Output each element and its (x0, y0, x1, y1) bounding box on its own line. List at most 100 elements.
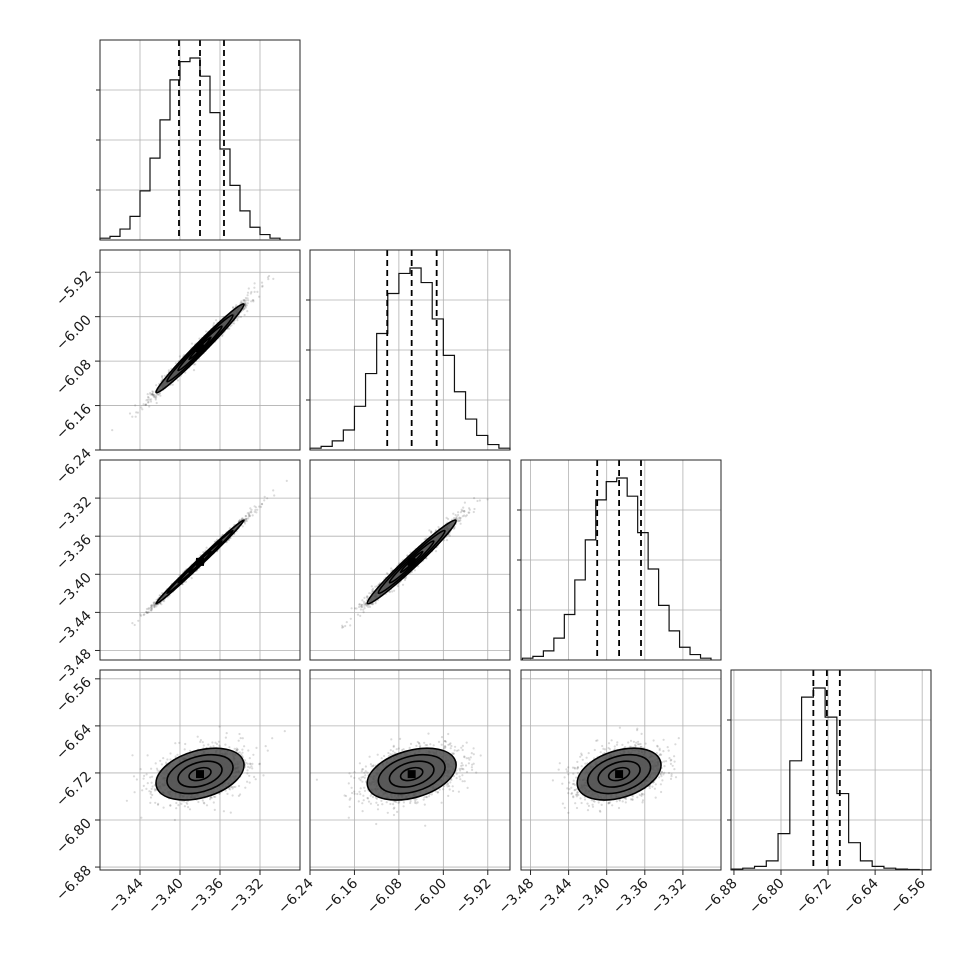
scatter-point (237, 739, 240, 742)
y-tick-label: −5.92 (53, 268, 95, 310)
scatter-point (254, 508, 257, 512)
scatter-point (258, 505, 261, 508)
scatter-point (148, 398, 151, 401)
scatter-point (256, 290, 259, 293)
scatter-point (413, 569, 416, 572)
scatter-point (463, 510, 466, 513)
scatter-point (268, 274, 271, 278)
scatter-point (171, 383, 174, 386)
scatter-point (374, 602, 377, 605)
scatter-point (345, 621, 348, 624)
scatter-point (151, 391, 154, 394)
scatter-point (363, 607, 366, 610)
scatter-point (146, 754, 149, 757)
scatter-point (372, 587, 375, 590)
scatter-point (155, 396, 158, 399)
scatter-point (155, 384, 158, 387)
scatter-point (147, 396, 150, 399)
scatter-point (244, 305, 247, 308)
scatter-point (358, 603, 361, 606)
scatter-point (133, 623, 136, 627)
scatter-point (154, 398, 157, 401)
scatter-point (244, 514, 248, 518)
scatter-point (146, 393, 149, 396)
scatter-point (135, 411, 138, 414)
scatter-point (243, 307, 246, 310)
scatter-point (272, 277, 275, 280)
scatter-point (349, 617, 352, 620)
scatter-point (215, 319, 218, 322)
scatter-point (158, 392, 161, 395)
scatter-point (152, 603, 155, 606)
scatter-point (476, 499, 479, 503)
scatter-point (240, 301, 243, 304)
scatter-point (246, 294, 249, 297)
scatter-point (359, 614, 362, 618)
scatter-point (341, 626, 344, 629)
scatter-point (190, 342, 194, 345)
scatter-point (178, 355, 181, 358)
scatter-point (266, 276, 270, 279)
scatter-point (161, 376, 164, 379)
scatter-point (258, 295, 261, 298)
scatter-point (161, 375, 164, 378)
scatter-point (212, 324, 215, 327)
scatter-point (453, 517, 456, 520)
scatter-point (229, 325, 232, 328)
scatter-point (240, 300, 243, 303)
panel-1-0: −6.24−6.16−6.08−6.00−5.92 (53, 249, 301, 487)
scatter-point (368, 592, 371, 595)
scatter-point (205, 546, 208, 549)
scatter-point (266, 497, 269, 500)
scatter-point (111, 429, 114, 432)
scatter-point (143, 613, 146, 616)
scatter-point (151, 394, 154, 397)
scatter-point (235, 304, 238, 307)
scatter-point (458, 519, 461, 523)
scatter-point (151, 393, 154, 396)
scatter-point (248, 757, 251, 760)
scatter-point (370, 585, 373, 588)
scatter-point (358, 605, 361, 609)
scatter-point (137, 619, 140, 622)
scatter-point (247, 299, 250, 302)
scatter-point (142, 403, 145, 406)
scatter-point (467, 511, 470, 514)
panel-2-1 (309, 459, 511, 661)
scatter-point (147, 611, 150, 614)
scatter-point (163, 374, 166, 377)
scatter-point (236, 319, 239, 322)
histogram-step (99, 57, 281, 240)
y-tick-label: −6.00 (53, 312, 95, 354)
scatter-point (250, 300, 253, 303)
scatter-point (147, 395, 150, 399)
scatter-point (261, 284, 264, 287)
scatter-point (146, 398, 149, 401)
scatter-point (465, 514, 468, 517)
scatter-point (149, 400, 153, 403)
scatter-point (244, 302, 247, 305)
scatter-point (253, 286, 256, 289)
scatter-point (272, 489, 275, 492)
scatter-point (349, 624, 352, 627)
scatter-point (150, 393, 154, 396)
scatter-point (154, 397, 157, 400)
scatter-point (246, 297, 249, 300)
scatter-point (150, 608, 153, 611)
scatter-point (396, 585, 400, 588)
scatter-point (460, 508, 463, 511)
scatter-point (241, 525, 244, 528)
scatter-point (463, 501, 466, 504)
scatter-point (243, 313, 246, 317)
y-tick-label: −3.36 (53, 532, 95, 574)
scatter-point (261, 285, 264, 288)
scatter-point (359, 608, 362, 611)
scatter-point (428, 529, 431, 532)
scatter-point (454, 513, 457, 517)
scatter-point (374, 585, 377, 588)
scatter-point (253, 290, 256, 293)
scatter-point (205, 330, 208, 333)
scatter-point (150, 398, 153, 401)
scatter-point (473, 497, 476, 500)
